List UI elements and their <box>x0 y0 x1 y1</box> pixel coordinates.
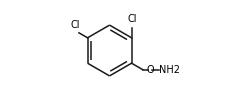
Text: Cl: Cl <box>70 20 80 30</box>
Text: Cl: Cl <box>128 14 137 24</box>
Text: O: O <box>147 65 154 75</box>
Text: NH2: NH2 <box>159 65 180 75</box>
